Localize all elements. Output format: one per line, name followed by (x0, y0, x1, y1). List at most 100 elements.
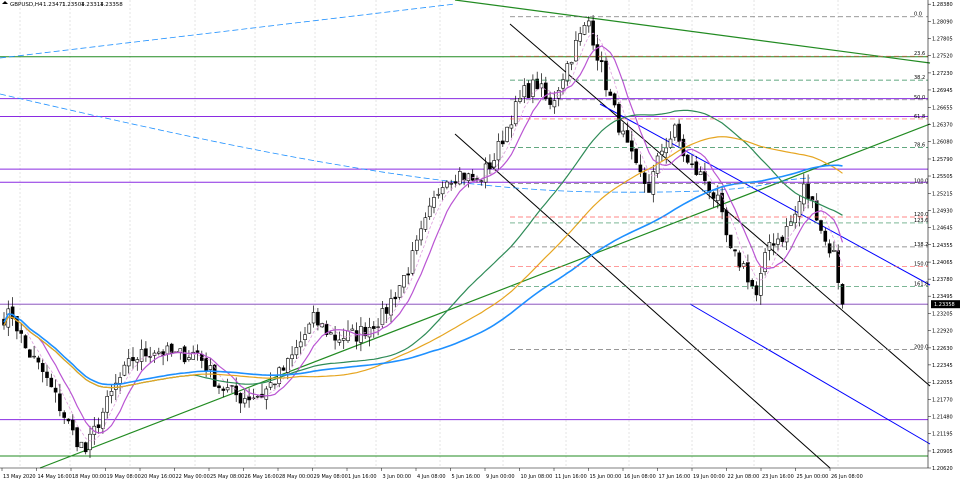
candle (621, 122, 626, 138)
time-tick-label: 19 Jun 00:00 (693, 474, 725, 480)
time-axis: 13 May 2020 14 May 16:00 18 May 00:00 19 Ma… (0, 467, 928, 480)
candle (419, 220, 423, 246)
candle (690, 154, 694, 168)
bear-candle-body (384, 307, 389, 314)
bear-candle-body (548, 97, 552, 105)
bear-candle-body (724, 209, 729, 236)
bear-candle-body (15, 316, 19, 332)
time-tick-label: 23 Jun 16:00 (762, 474, 794, 480)
bull-candle-body (483, 163, 488, 183)
candle (380, 301, 385, 328)
bull-candle-body (187, 357, 191, 360)
current-price-label: 1.23358 (934, 302, 955, 308)
bull-candle-body (664, 147, 669, 154)
fib-level-label: 123.6 (914, 218, 928, 224)
fib-level-label: 61.8 (914, 114, 925, 120)
candle (711, 191, 716, 208)
bear-candle-body (638, 164, 643, 173)
time-tick-label: 14 May 16:00 (38, 474, 72, 480)
time-tick-label: 29 May 08:00 (314, 474, 348, 480)
candle (488, 154, 492, 175)
candle (505, 126, 509, 143)
bear-candle-body (733, 249, 737, 252)
candle (750, 278, 755, 289)
bear-candle-body (612, 93, 617, 106)
candle (737, 250, 742, 271)
candle (767, 234, 772, 261)
bull-candle-body (763, 252, 767, 273)
candle (801, 173, 806, 212)
fib-level-label: 161.8 (914, 281, 928, 287)
bear-candle-body (27, 349, 32, 358)
candle (298, 331, 303, 356)
bear-candle-body (703, 171, 707, 181)
bear-candle-body (45, 371, 49, 378)
bull-candle-body (621, 130, 626, 135)
candle (642, 167, 647, 193)
bull-candle-body (698, 171, 703, 176)
bull-candle-body (109, 391, 114, 396)
bear-candle-body (543, 82, 548, 99)
candle (187, 350, 191, 362)
candle (556, 86, 561, 107)
price-tick-label: 1.27230 (932, 71, 953, 77)
time-tick-label: 15 Jun 00:00 (590, 474, 622, 480)
fib-level-label: 100.0 (914, 178, 928, 184)
bull-candle-body (513, 101, 518, 125)
blue-channel-upper (599, 103, 931, 286)
candle (436, 188, 441, 199)
candle (586, 16, 591, 33)
candle (285, 357, 290, 380)
price-tick-label: 1.25790 (932, 157, 953, 163)
bull-candle-body (457, 171, 462, 185)
candle (303, 326, 307, 347)
bull-candle-body (290, 354, 294, 359)
candle (294, 339, 299, 359)
price-tick-label: 1.23205 (932, 311, 953, 317)
bear-candle-body (728, 234, 733, 249)
time-tick-label: 25 May 08:00 (210, 474, 244, 480)
price-tick-label: 1.24930 (932, 208, 953, 214)
black-channel-upper (509, 23, 931, 387)
fib-level-label: 38.2 (914, 75, 925, 81)
bear-candle-body (453, 181, 458, 184)
price-tick-label: 1.25505 (932, 174, 953, 180)
bull-candle-body (105, 396, 109, 413)
time-tick-label: 20 May 16:00 (141, 474, 175, 480)
price-tick-label: 1.23780 (932, 277, 953, 283)
blue-channel-lower (689, 303, 931, 445)
candle (522, 78, 527, 104)
bull-candle-body (307, 323, 312, 334)
bull-candle-body (432, 197, 436, 208)
time-tick-label: 26 May 16:00 (245, 474, 279, 480)
bull-candle-body (651, 171, 656, 195)
candle (496, 133, 501, 170)
bull-candle-body (776, 238, 780, 245)
time-tick-label: 26 Jun 08:00 (831, 474, 863, 480)
bull-candle-body (436, 193, 441, 196)
candle (672, 123, 677, 141)
bull-candle-body (586, 20, 591, 27)
bull-candle-body (273, 383, 277, 386)
bull-candle-body (380, 308, 385, 325)
bear-candle-body (746, 262, 750, 283)
candle (604, 56, 608, 97)
ma-orange-line (3, 136, 843, 389)
bull-candle-body (509, 124, 514, 129)
bull-candle-body (268, 382, 273, 388)
price-tick-label: 1.26945 (932, 88, 953, 94)
candle (793, 205, 798, 229)
header-low: 1.23314 (81, 2, 104, 8)
bear-candle-body (647, 182, 651, 193)
bull-candle-body (402, 275, 406, 288)
price-tick-label: 1.20905 (932, 449, 953, 455)
candle (221, 386, 226, 398)
candle (83, 441, 88, 455)
candle (337, 331, 342, 346)
candle (432, 190, 436, 214)
fib-level-label: 200.0 (914, 345, 928, 351)
time-tick-label: 11 Jun 16:00 (555, 474, 587, 480)
bull-candle-body (715, 194, 720, 201)
